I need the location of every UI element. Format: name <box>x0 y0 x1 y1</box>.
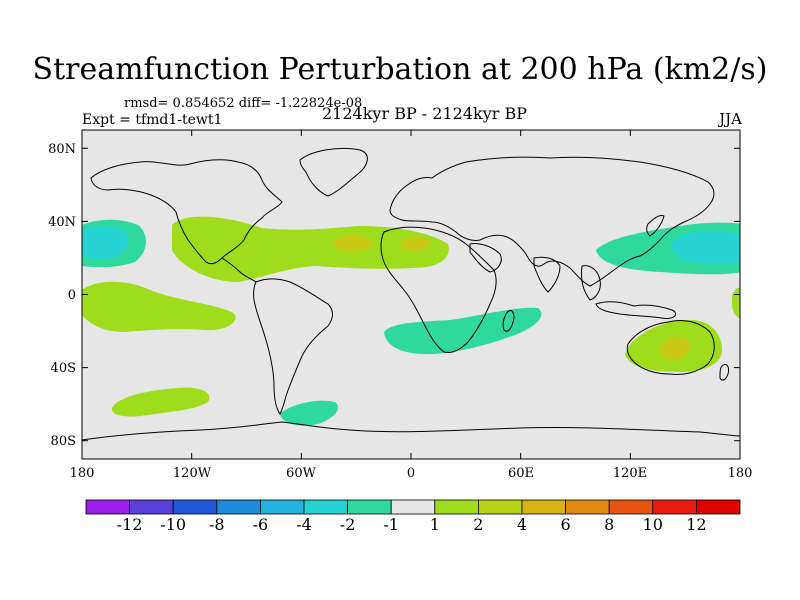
lon-label-60w: 60W <box>286 466 316 481</box>
colorbar-label: 1 <box>429 515 440 534</box>
colorbar-label: -4 <box>296 515 312 534</box>
south-america-outline <box>253 278 333 415</box>
new-zealand-outline <box>719 363 729 381</box>
colorbar-label: -10 <box>160 515 187 534</box>
arabia-outline <box>469 243 502 273</box>
rmsd-diff-stats: rmsd= 0.854652 diff= -1.22824e-08 <box>124 96 363 111</box>
positive-anomaly-south-pacific <box>111 387 210 417</box>
lat-label-40s: 40S <box>50 361 76 376</box>
colorbar-box <box>390 499 436 515</box>
plot-title: Streamfunction Perturbation at 200 hPa (… <box>32 52 768 87</box>
africa-outline <box>380 226 497 353</box>
experiment-label: Expt = tfmd1-tewt1 <box>82 112 223 128</box>
colorbar-label: -12 <box>116 515 143 534</box>
lon-label-180w: 180 <box>69 466 95 481</box>
positive-anomaly-north-atlantic <box>172 216 449 282</box>
colorbar-label: 10 <box>642 515 663 534</box>
colorbar-box <box>696 499 741 515</box>
lon-label-60e: 60E <box>507 466 535 481</box>
japan-outline <box>646 215 665 237</box>
greenland-outline <box>299 147 368 197</box>
lon-label-0: 0 <box>406 466 416 481</box>
negative-anomaly-drake-passage <box>280 400 339 426</box>
lat-label-0: 0 <box>67 288 76 303</box>
india-outline <box>533 256 561 293</box>
lon-label-180e: 180 <box>727 466 753 481</box>
colorbar-box <box>608 499 654 515</box>
negative-core-west-pacific <box>671 231 740 264</box>
lon-label-120e: 120E <box>612 466 648 481</box>
colorbar-box <box>259 499 305 515</box>
season-label: JJA <box>719 110 742 128</box>
southeast-asia-outline <box>581 265 601 301</box>
indonesia-outline <box>595 301 677 319</box>
europe-asia-outline <box>389 156 715 287</box>
time-period-label: 2124kyr BP - 2124kyr BP <box>322 104 527 123</box>
positive-anomaly-east-pacific <box>82 281 236 332</box>
positive-anomaly-west-pacific-edge <box>732 287 740 319</box>
colorbar-label: 12 <box>686 515 707 534</box>
coastlines <box>82 147 740 441</box>
lon-label-120w: 120W <box>172 466 212 481</box>
lat-label-80n: 80N <box>48 142 76 157</box>
colorbar-label: 4 <box>516 515 528 534</box>
positive-core-atlantic-1 <box>333 235 373 252</box>
central-america-outline <box>221 257 257 283</box>
positive-core-australia <box>660 336 691 360</box>
colorbar-box <box>303 499 348 515</box>
colorbar-box <box>216 499 261 515</box>
colorbar-box <box>172 499 218 515</box>
north-america-outline <box>90 159 283 265</box>
colorbar-box <box>477 499 523 515</box>
colorbar-box <box>347 499 392 515</box>
lat-label-80s: 80S <box>50 434 76 449</box>
colorbar-label: -1 <box>383 515 399 534</box>
lat-label-40n: 40N <box>48 215 76 230</box>
madagascar-outline <box>502 310 515 332</box>
colorbar-label: -8 <box>209 515 225 534</box>
negative-anomaly-south-atlantic <box>384 307 542 355</box>
colorbar-label: 2 <box>473 515 484 534</box>
antarctica-outline <box>82 421 740 441</box>
colorbar-box <box>85 499 130 515</box>
positive-core-atlantic-2 <box>400 237 431 252</box>
colorbar-box <box>521 499 566 515</box>
colorbar-label: -2 <box>339 515 356 534</box>
colorbar-label: 6 <box>560 515 571 534</box>
colorbar-box <box>129 499 174 515</box>
colorbar-label: 8 <box>604 515 615 534</box>
colorbar-box <box>652 499 697 515</box>
colorbar-box <box>434 499 479 515</box>
colorbar-box <box>565 499 610 515</box>
colorbar-label: -6 <box>252 515 269 534</box>
australia-outline <box>626 319 715 375</box>
negative-core-central-pacific <box>82 226 129 259</box>
